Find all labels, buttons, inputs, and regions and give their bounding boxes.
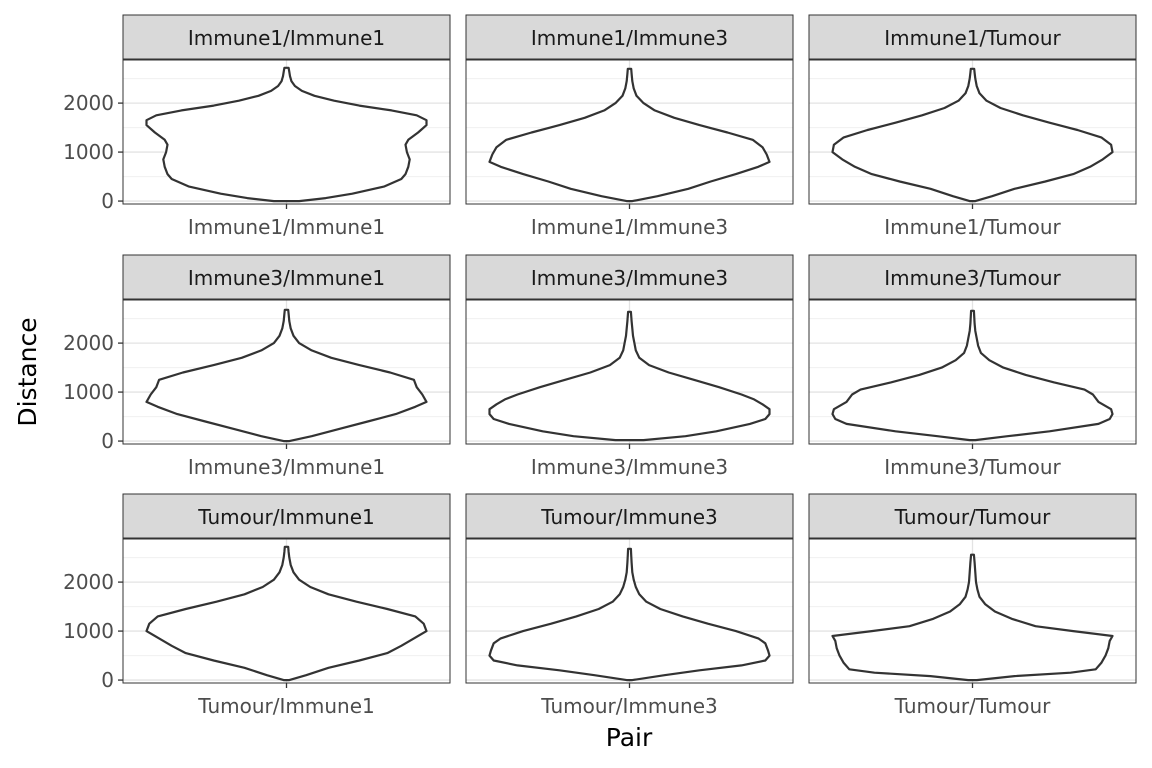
facet-strip — [808, 493, 1137, 539]
violin — [145, 66, 428, 203]
facet-strip — [122, 254, 451, 300]
y-tick-label: 2000 — [63, 331, 114, 355]
y-tick-label: 1000 — [63, 140, 114, 164]
x-tick-label: Immune1/Immune1 — [188, 215, 385, 239]
facet-strip — [808, 14, 1137, 60]
facet-strip — [465, 14, 794, 60]
y-tick-label: 1000 — [63, 619, 114, 643]
violin — [145, 545, 428, 682]
x-tick-label: Immune3/Immune3 — [531, 455, 728, 479]
facet-strip — [122, 14, 451, 60]
x-tick-label: Tumour/Immune1 — [197, 694, 374, 718]
y-tick-label: 0 — [101, 668, 114, 692]
facet-panel: Tumour/Immune3 Tumour/Immune3 — [465, 493, 794, 718]
x-tick-label: Tumour/Tumour — [894, 694, 1051, 718]
x-axis-title: Pair — [606, 723, 653, 752]
y-tick-label: 2000 — [63, 91, 114, 115]
y-axis-tick-labels: 0 1000 2000 0 1000 2000 0 1000 2000 — [63, 91, 123, 692]
facet-strip-label: Immune1/Immune1 — [188, 26, 385, 50]
facet-strip — [465, 254, 794, 300]
facet-panel: Immune3/Tumour Immune3/Tumour — [808, 254, 1137, 479]
facet-strip — [808, 254, 1137, 300]
facet-panel: Immune1/Immune1 Immune1/Immune1 — [122, 14, 451, 239]
facet-panel: Immune3/Immune3 Immune3/Immune3 — [465, 254, 794, 479]
violin — [488, 547, 771, 682]
violin — [831, 309, 1114, 442]
facet-strip-label: Immune1/Tumour — [884, 26, 1061, 50]
facet-panels: Immune1/Immune1Immune1/Immune1Immune1/Im… — [122, 14, 1137, 718]
violin — [831, 553, 1114, 682]
x-tick-label: Immune3/Tumour — [884, 455, 1061, 479]
facet-strip-label: Tumour/Immune1 — [197, 505, 374, 529]
facet-strip-label: Immune1/Immune3 — [531, 26, 728, 50]
facet-panel: Immune1/Tumour Immune1/Tumour — [808, 14, 1137, 239]
violin — [145, 308, 428, 443]
violin — [488, 310, 771, 442]
y-tick-label: 1000 — [63, 380, 114, 404]
facet-strip-label: Immune3/Immune1 — [188, 266, 385, 290]
facet-panel: Tumour/Immune1 Tumour/Immune1 — [122, 493, 451, 718]
x-tick-label: Immune1/Tumour — [884, 215, 1061, 239]
y-tick-label: 0 — [101, 189, 114, 213]
x-tick-label: Tumour/Immune3 — [540, 694, 717, 718]
facet-strip — [465, 493, 794, 539]
y-tick-label: 0 — [101, 429, 114, 453]
x-tick-label: Immune3/Immune1 — [188, 455, 385, 479]
facet-strip-label: Tumour/Tumour — [894, 505, 1051, 529]
x-tick-label: Immune1/Immune3 — [531, 215, 728, 239]
violin — [831, 67, 1114, 203]
y-tick-label: 2000 — [63, 570, 114, 594]
facet-strip — [122, 493, 451, 539]
facet-panel: Tumour/Tumour Tumour/Tumour — [808, 493, 1137, 718]
facet-panel: Immune3/Immune1 Immune3/Immune1 — [122, 254, 451, 479]
facet-strip-label: Immune3/Immune3 — [531, 266, 728, 290]
y-axis-title: Distance — [13, 317, 42, 426]
facet-strip-label: Immune3/Tumour — [884, 266, 1061, 290]
violin — [488, 67, 771, 203]
facet-panel: Immune1/Immune3 Immune1/Immune3 — [465, 14, 794, 239]
facet-strip-label: Tumour/Immune3 — [540, 505, 717, 529]
